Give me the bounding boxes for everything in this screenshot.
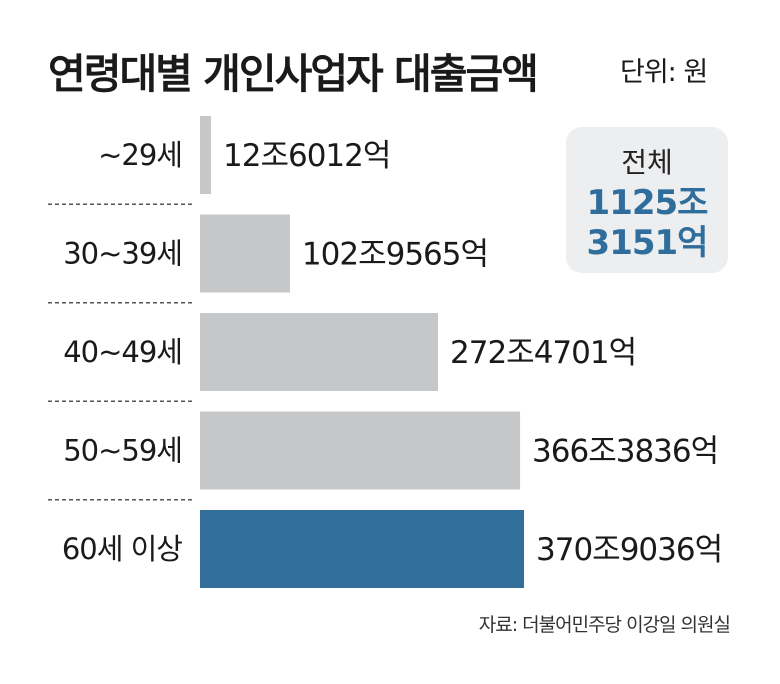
category-label-0: ~29세 bbox=[98, 138, 182, 172]
total-value: 1125조 3151억 bbox=[566, 183, 728, 263]
total-value-line2: 3151억 bbox=[586, 223, 709, 263]
total-box: 전체 1125조 3151억 bbox=[566, 127, 728, 273]
bar-1 bbox=[200, 214, 290, 293]
source-note: 자료: 더불어민주당 이강일 의원실 bbox=[478, 614, 731, 636]
category-label-2: 40~49세 bbox=[63, 335, 182, 369]
value-label-3: 366조3836억 bbox=[532, 434, 718, 470]
total-label: 전체 bbox=[621, 146, 673, 179]
unit-label: 단위: 원 bbox=[620, 57, 708, 88]
category-label-3: 50~59세 bbox=[63, 434, 182, 468]
category-label-1: 30~39세 bbox=[63, 237, 182, 271]
value-label-0: 12조6012억 bbox=[223, 138, 390, 174]
bar-3 bbox=[200, 411, 521, 490]
chart-title: 연령대별 개인사업자 대출금액 bbox=[48, 50, 539, 98]
bar-2 bbox=[200, 313, 439, 391]
value-label-1: 102조9565억 bbox=[302, 237, 488, 273]
value-label-2: 272조4701억 bbox=[450, 335, 636, 371]
value-label-4: 370조9036억 bbox=[536, 532, 722, 568]
total-value-line1: 1125조 bbox=[586, 183, 709, 223]
bar-4 bbox=[200, 510, 524, 588]
bar-0 bbox=[200, 116, 212, 194]
category-label-4: 60세 이상 bbox=[62, 532, 182, 566]
